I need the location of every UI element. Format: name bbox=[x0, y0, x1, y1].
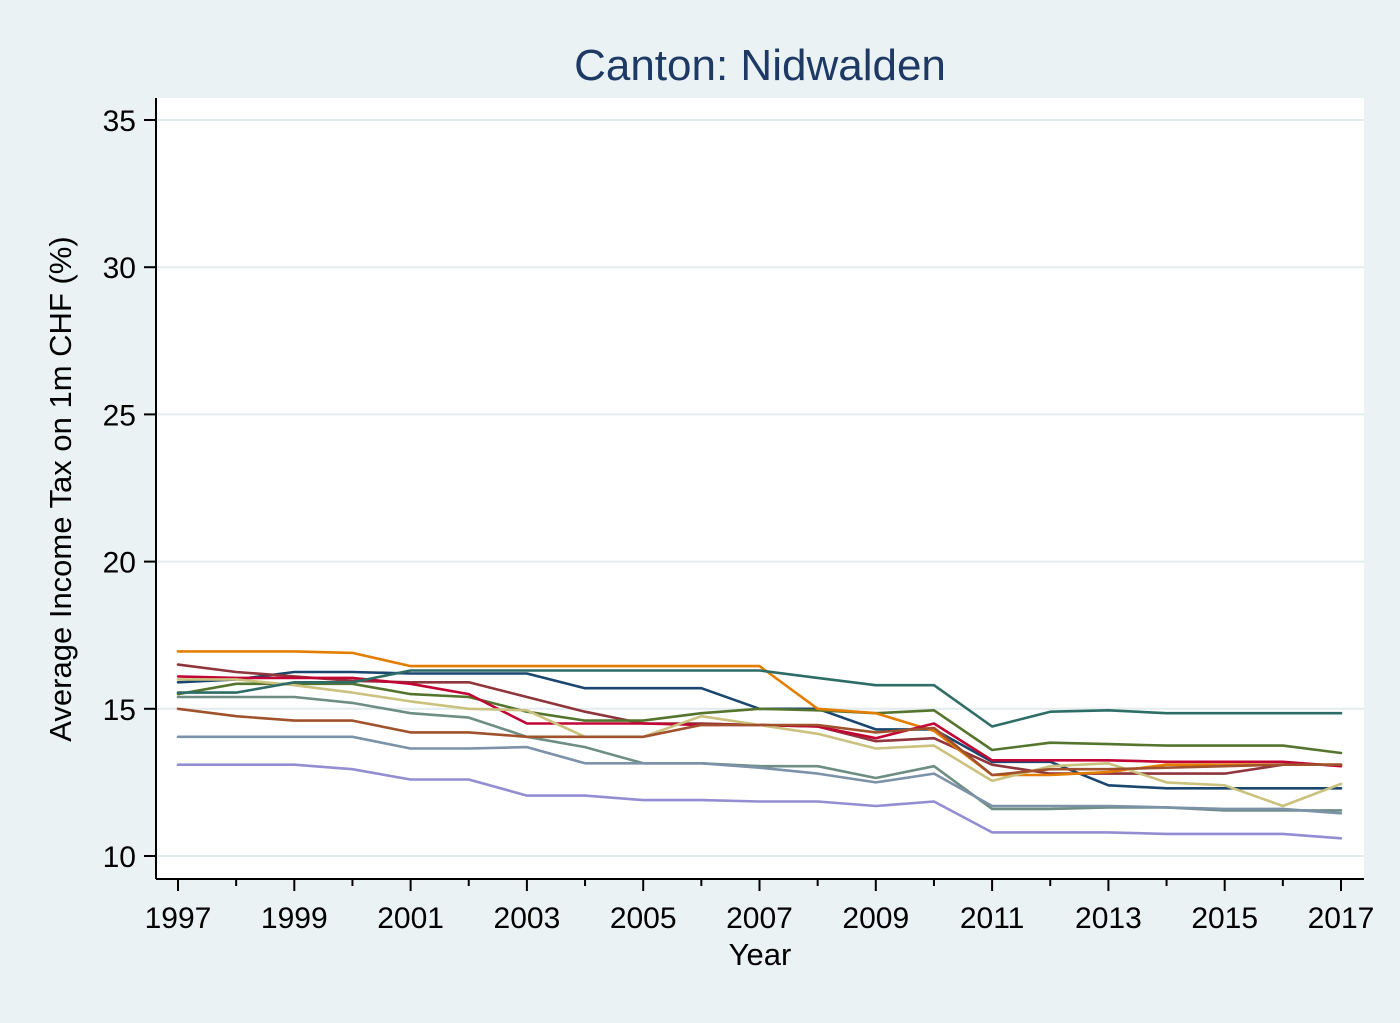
y-tick-label: 15 bbox=[103, 694, 136, 727]
x-tick-label: 2011 bbox=[960, 902, 1025, 935]
x-tick-label: 2007 bbox=[726, 902, 793, 935]
x-tick-label: 1997 bbox=[145, 902, 212, 935]
x-tick-label: 2013 bbox=[1075, 902, 1142, 935]
x-axis-label: Year bbox=[729, 937, 792, 972]
series-line-10 bbox=[176, 735, 1343, 815]
series-lines bbox=[176, 650, 1343, 840]
x-tick-label: 2015 bbox=[1191, 902, 1258, 935]
x-tick-label: 2009 bbox=[842, 902, 909, 935]
series-line-9 bbox=[176, 707, 1343, 777]
x-tick-label: 2005 bbox=[610, 902, 677, 935]
series-line-7 bbox=[176, 763, 1343, 840]
chart-title: Canton: Nidwalden bbox=[574, 41, 946, 90]
series-line-3 bbox=[176, 682, 1343, 755]
x-tick-label: 1999 bbox=[261, 902, 328, 935]
series-line-11 bbox=[176, 669, 1343, 728]
y-tick-label: 30 bbox=[103, 252, 136, 285]
y-axis-label: Average Income Tax on 1m CHF (%) bbox=[43, 236, 78, 741]
y-tick-label: 20 bbox=[103, 547, 136, 580]
x-tick-label: 2001 bbox=[377, 902, 444, 935]
x-tick-label: 2017 bbox=[1308, 902, 1375, 935]
y-tick-label: 10 bbox=[103, 841, 136, 874]
plot-area bbox=[156, 98, 1364, 879]
x-tick-label: 2003 bbox=[494, 902, 561, 935]
y-tick-label: 25 bbox=[103, 399, 136, 432]
y-tick-label: 35 bbox=[103, 105, 136, 138]
axes: 10 15 20 25 30 35 1997 1999 2001 2003 2005 2007 2009… bbox=[103, 98, 1375, 935]
